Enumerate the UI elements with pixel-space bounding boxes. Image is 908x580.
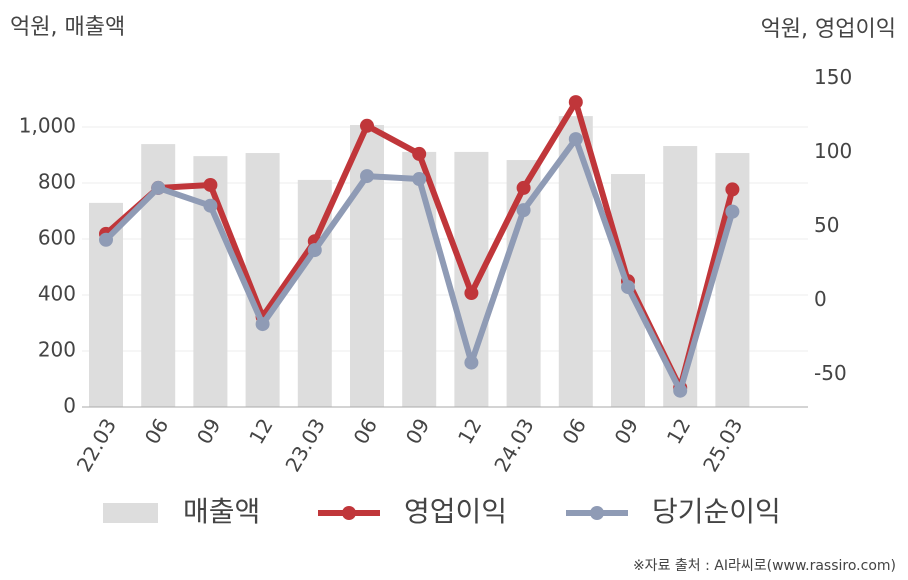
point: [360, 169, 374, 184]
legend-label: 매출액: [183, 495, 260, 528]
y-tick-label: 400: [38, 282, 76, 306]
x-tick-label: 06: [557, 414, 591, 448]
x-tick-label: 12: [453, 414, 487, 448]
point: [673, 383, 688, 398]
point: [725, 204, 740, 219]
point: [151, 180, 166, 195]
y-tick-label: 600: [38, 226, 76, 250]
y2-tick-label: 100: [814, 139, 852, 163]
x-tick-label: 09: [192, 414, 226, 448]
point: [99, 232, 113, 247]
point: [516, 203, 531, 218]
y2-tick-label: -50: [814, 361, 847, 385]
x-tick-label: 12: [662, 414, 696, 448]
point: [307, 243, 322, 258]
point: [568, 95, 583, 110]
point: [516, 180, 531, 195]
point: [203, 177, 218, 192]
legend-swatch: [103, 503, 158, 523]
source: ※자료 출처 : AI라씨로(www.rassiro.com): [633, 558, 896, 574]
point: [725, 182, 740, 197]
x-tick-label: 12: [244, 414, 278, 448]
x-tick-label: 25.03: [698, 414, 747, 476]
legend-swatch: [590, 506, 604, 520]
x-tick-label: 06: [349, 414, 383, 448]
legend-label: 당기순이익: [652, 495, 781, 528]
y2-axis-label: 억원, 영업이익: [761, 17, 896, 42]
y2-tick-label: 50: [814, 213, 839, 237]
point: [360, 118, 374, 133]
point: [568, 132, 583, 147]
bar: [193, 156, 228, 407]
bar: [402, 151, 437, 407]
bar: [350, 125, 384, 407]
x-tick-label: 24.03: [489, 414, 538, 476]
legend-label: 영업이익: [404, 495, 507, 528]
x-tick-label: 22.03: [72, 414, 121, 476]
point: [464, 286, 479, 301]
point: [464, 355, 479, 370]
bar: [506, 160, 541, 407]
y-axis-label: 억원, 매출액: [10, 15, 125, 40]
y-tick-label: 800: [38, 170, 76, 194]
point: [255, 317, 270, 332]
x-tick-label: 06: [140, 414, 174, 448]
y-tick-label: 1,000: [19, 114, 76, 138]
point: [621, 280, 635, 295]
y2-tick-label: 0: [814, 287, 827, 311]
y-tick-label: 0: [63, 394, 76, 418]
y2-tick-label: 150: [814, 65, 852, 89]
x-tick-label: 23.03: [280, 414, 329, 476]
x-tick-label: 09: [401, 414, 435, 448]
y-tick-label: 200: [38, 338, 76, 362]
point: [412, 146, 427, 161]
legend-swatch: [342, 506, 356, 520]
point: [203, 198, 218, 213]
x-tick-label: 09: [610, 414, 644, 448]
point: [412, 172, 427, 187]
